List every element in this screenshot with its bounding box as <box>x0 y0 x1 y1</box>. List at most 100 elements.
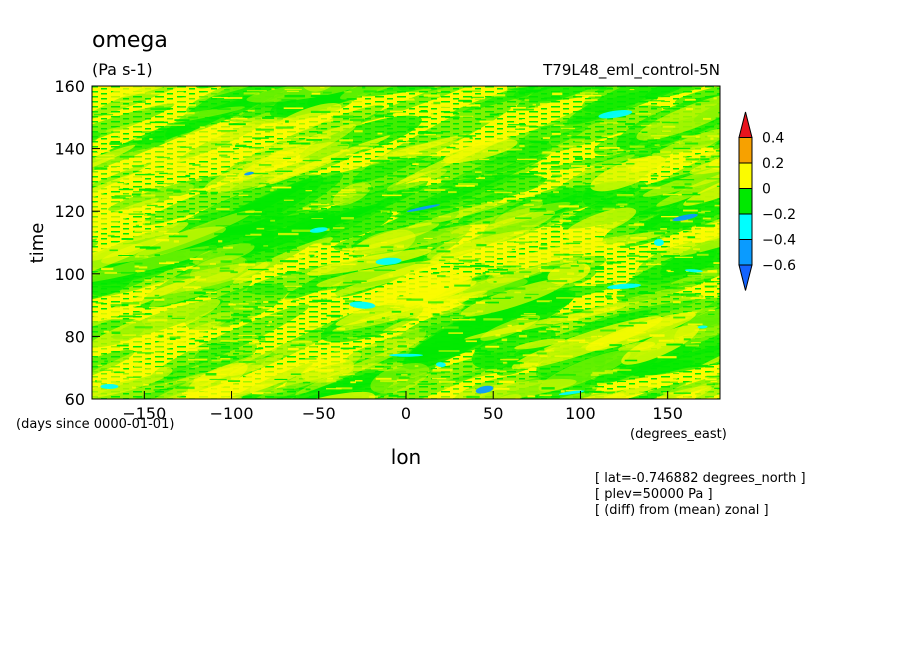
field-streak <box>475 171 482 174</box>
field-streak <box>214 354 228 356</box>
field-streak <box>171 317 185 319</box>
field-streak <box>413 217 432 220</box>
field-streak <box>217 173 236 176</box>
field-streak <box>259 340 266 343</box>
field-streak <box>150 107 171 110</box>
field-streak <box>588 342 605 345</box>
field-streak <box>399 295 404 297</box>
field-streak <box>238 263 256 266</box>
field-streak <box>580 390 602 393</box>
field-streak <box>556 297 574 299</box>
field-streak <box>470 96 484 99</box>
field-streak <box>594 166 602 169</box>
field-streak <box>662 193 682 196</box>
field-streak <box>553 253 570 256</box>
field-streak <box>662 130 671 132</box>
field-streak <box>337 144 349 146</box>
field-streak <box>630 237 647 240</box>
field-streak <box>479 158 490 160</box>
field-streak <box>104 271 121 274</box>
colorbar-level-label: 0 <box>762 182 771 198</box>
field-streak <box>605 295 612 298</box>
field-streak <box>133 365 145 367</box>
field-streak <box>121 299 136 302</box>
field-streak <box>110 141 120 143</box>
field-streak <box>132 386 136 389</box>
field-streak <box>315 342 330 345</box>
positive-omega-region <box>92 198 159 246</box>
field-streak <box>262 175 282 177</box>
field-streak <box>275 126 294 129</box>
field-streak <box>217 163 230 166</box>
field-streak <box>390 110 403 113</box>
field-streak <box>158 334 164 337</box>
negative-omega-patch <box>100 384 119 389</box>
field-streak <box>524 99 530 101</box>
negative-omega-region <box>92 103 175 168</box>
negative-omega-region <box>746 81 839 116</box>
field-streak <box>370 395 381 397</box>
field-streak <box>103 330 109 333</box>
field-streak <box>153 298 165 301</box>
field-streak <box>629 270 643 273</box>
field-streak <box>121 234 130 237</box>
field-streak <box>310 136 331 139</box>
field-streak <box>422 294 437 297</box>
field-streak <box>104 360 108 363</box>
field-streak <box>193 378 212 381</box>
field-streak <box>579 341 589 343</box>
field-streak <box>149 121 168 124</box>
field-streak <box>633 223 645 226</box>
field-streak <box>110 304 126 307</box>
negative-omega-patch <box>684 269 703 273</box>
field-streak <box>540 103 557 106</box>
field-streak <box>436 154 450 156</box>
field-streak <box>183 137 194 141</box>
field-streak <box>312 299 332 303</box>
field-streak <box>188 347 210 350</box>
field-streak <box>421 347 428 350</box>
field-streak <box>567 339 586 342</box>
field-streak <box>230 271 238 274</box>
field-streak <box>274 378 288 380</box>
field-streak <box>217 151 235 153</box>
field-streak <box>466 104 481 107</box>
field-streak <box>704 285 718 288</box>
field-streak <box>465 175 479 178</box>
field-streak <box>311 92 321 95</box>
field-streak <box>348 254 364 257</box>
field-streak <box>332 195 347 197</box>
field-streak <box>549 301 562 303</box>
field-streak <box>278 232 299 236</box>
field-streak <box>465 340 477 343</box>
field-streak <box>444 262 465 264</box>
field-streak <box>522 354 538 357</box>
field-streak <box>520 314 536 316</box>
field-streak <box>253 374 257 376</box>
field-streak <box>461 197 476 199</box>
field-streak <box>683 338 691 341</box>
field-streak <box>134 138 142 141</box>
field-streak <box>681 135 700 138</box>
field-streak <box>706 166 720 168</box>
field-streak <box>338 376 352 378</box>
field-streak <box>246 375 263 378</box>
colorbar-segment <box>738 239 753 266</box>
field-streak <box>651 150 661 153</box>
field-streak <box>366 167 372 169</box>
negative-omega-patch <box>435 362 446 368</box>
field-streak <box>717 295 720 298</box>
field-streak <box>523 313 536 315</box>
field-streak <box>109 142 123 145</box>
field-streak <box>120 105 128 107</box>
field-streak <box>478 297 492 300</box>
field-streak <box>265 161 272 164</box>
field-streak <box>286 124 297 126</box>
field-streak <box>536 300 552 303</box>
field-streak <box>215 208 230 211</box>
field-streak <box>373 269 392 271</box>
field-streak <box>132 313 153 316</box>
field-streak <box>539 348 545 351</box>
field-streak <box>660 150 671 153</box>
field-streak <box>258 347 264 350</box>
